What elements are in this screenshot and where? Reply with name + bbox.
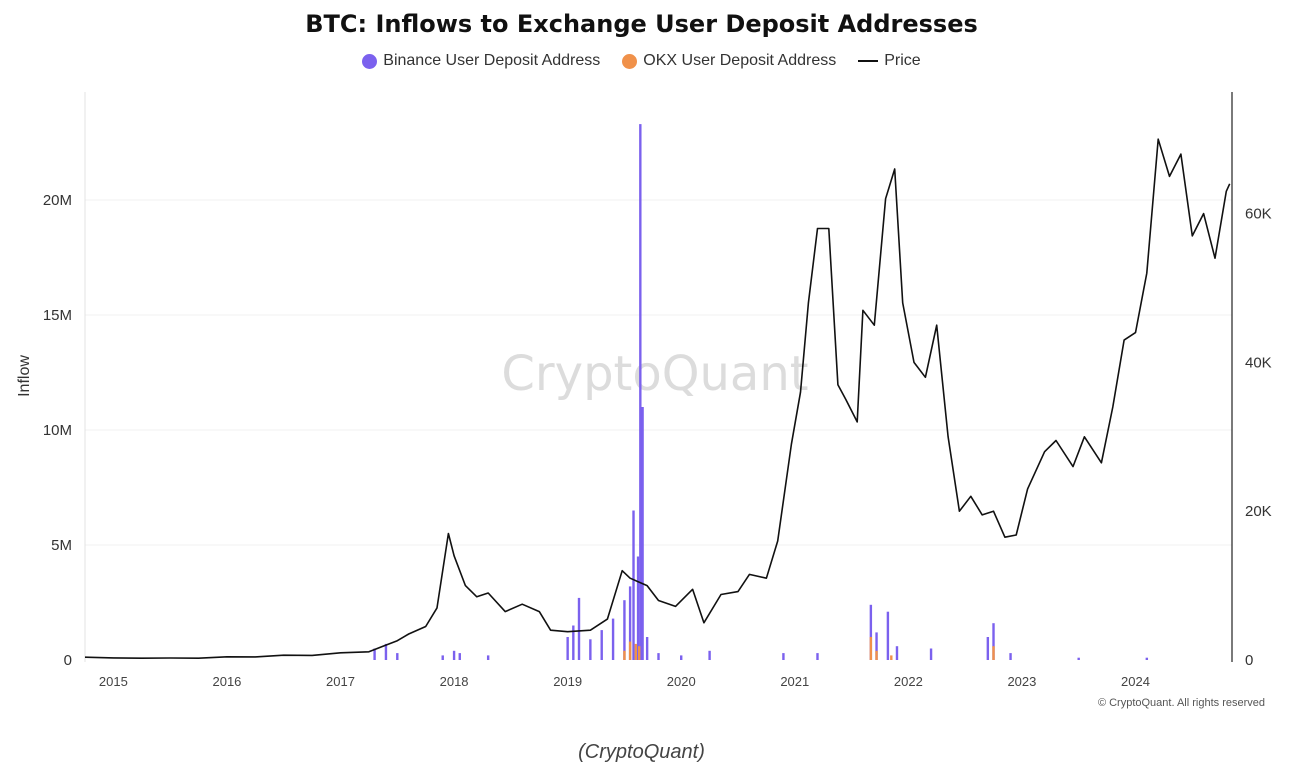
inflow-bar: [634, 643, 637, 660]
inflow-bar: [637, 646, 641, 660]
inflow-bar: [657, 653, 660, 660]
inflow-bar: [816, 653, 819, 660]
x-tick-label: 2020: [667, 674, 696, 689]
inflow-bar: [875, 632, 878, 660]
left-tick-label: 10M: [43, 422, 72, 439]
inflow-bar: [628, 586, 632, 660]
inflow-bar: [1077, 657, 1080, 660]
inflow-bar: [600, 630, 603, 660]
inflow-bar: [589, 639, 592, 660]
left-y-ticks: 0 5M 10M 15M 20M: [43, 192, 72, 669]
watermark-text: CryptoQuant: [501, 346, 808, 402]
inflow-bar: [572, 625, 575, 660]
inflow-bar: [623, 650, 626, 660]
inflow-bar: [992, 646, 995, 660]
x-tick-label: 2021: [780, 674, 809, 689]
inflow-bar: [1145, 657, 1149, 660]
legend-label-price: Price: [884, 52, 921, 69]
left-tick-label: 15M: [43, 307, 72, 324]
x-tick-label: 2015: [99, 674, 128, 689]
okx-legend-dot: [622, 53, 638, 69]
x-tick-label: 2016: [212, 674, 241, 689]
x-tick-label: 2023: [1007, 674, 1036, 689]
x-tick-label: 2022: [894, 674, 923, 689]
inflow-bar: [566, 637, 569, 660]
chart-title: BTC: Inflows to Exchange User Deposit Ad…: [305, 10, 978, 38]
right-tick-label: 0: [1245, 652, 1253, 669]
inflow-bar: [875, 650, 878, 660]
x-tick-label: 2019: [553, 674, 582, 689]
inflow-bar: [441, 655, 444, 660]
x-tick-label: 2017: [326, 674, 355, 689]
y-axis-label: Inflow: [16, 355, 33, 397]
left-tick-label: 0: [64, 652, 72, 669]
legend-item-binance[interactable]: Binance User Deposit Address: [362, 52, 600, 70]
legend-label-binance: Binance User Deposit Address: [383, 52, 601, 69]
inflow-bar: [396, 653, 399, 660]
inflow-bar: [452, 650, 456, 660]
copyright-notice: © CryptoQuant. All rights reserved: [1097, 697, 1265, 709]
left-tick-label: 20M: [43, 192, 72, 209]
inflow-bar: [680, 655, 683, 660]
x-tick-label: 2024: [1121, 674, 1150, 689]
x-ticks: 2015 2016 2017 2018 2019 2020 2021 2022 2023 2024: [99, 674, 1150, 689]
inflow-bar: [373, 648, 376, 660]
chart-canvas: CryptoQuant Inflow 0 5M 10M 15M 20M 0 20K 40K 6…: [16, 92, 1272, 689]
binance-bars: [373, 124, 1149, 661]
price-line: [84, 138, 1231, 659]
right-tick-label: 20K: [1245, 503, 1272, 520]
inflow-bar: [384, 643, 388, 660]
inflow-bar: [890, 655, 893, 660]
inflow-bar: [869, 637, 873, 660]
right-tick-label: 40K: [1245, 354, 1272, 371]
inflow-bar: [886, 611, 890, 660]
inflow-bar: [632, 510, 635, 660]
right-tick-label: 60K: [1245, 206, 1272, 223]
inflow-bar: [1009, 653, 1012, 660]
okx-bars: [623, 637, 995, 660]
inflow-bar: [577, 597, 581, 660]
inflow-bar: [645, 637, 649, 660]
inflow-bar: [628, 641, 632, 660]
image-caption: (CryptoQuant): [578, 741, 705, 763]
price-legend-line: [858, 60, 879, 62]
gridlines: [85, 199, 1232, 546]
inflow-bar: [636, 556, 640, 660]
inflow-bar: [641, 407, 644, 660]
binance-legend-dot: [362, 53, 378, 69]
inflow-bar: [986, 637, 990, 660]
inflow-bar: [782, 653, 785, 660]
chart-legend: Binance User Deposit Address OKX User De…: [0, 52, 1283, 70]
right-y-ticks: 0 20K 40K 60K: [1245, 206, 1272, 669]
legend-item-okx[interactable]: OKX User Deposit Address: [622, 52, 836, 70]
legend-item-price[interactable]: Price: [858, 52, 921, 70]
x-tick-label: 2018: [440, 674, 469, 689]
inflow-bar: [992, 623, 995, 660]
legend-label-okx: OKX User Deposit Address: [643, 52, 837, 69]
inflow-bar: [611, 618, 615, 660]
inflow-bar: [486, 655, 490, 660]
inflow-bar: [639, 124, 642, 661]
inflow-bar: [458, 653, 461, 660]
inflow-bar: [869, 604, 873, 660]
inflow-bar: [708, 650, 711, 660]
inflow-bar: [895, 646, 899, 660]
left-tick-label: 5M: [51, 537, 72, 554]
inflow-bar: [929, 648, 933, 660]
inflow-bar: [623, 600, 626, 660]
